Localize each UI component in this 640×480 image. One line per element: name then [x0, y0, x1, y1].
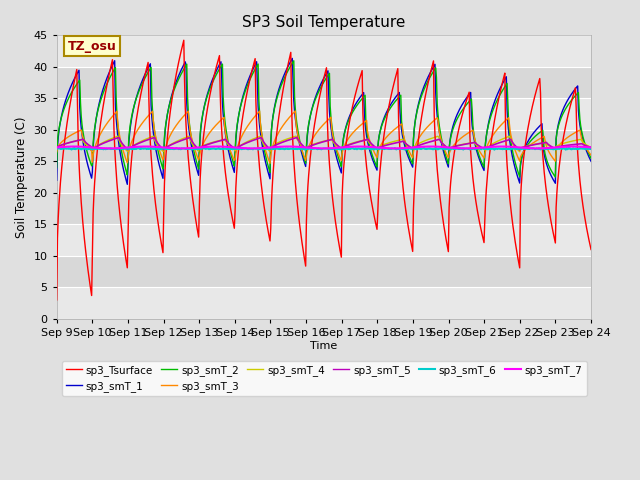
Bar: [57, 256, 591, 288]
Bar: [57, 36, 591, 67]
Title: SP3 Soil Temperature: SP3 Soil Temperature: [242, 15, 406, 30]
Bar: [57, 130, 591, 161]
Bar: [57, 193, 591, 224]
X-axis label: Time: Time: [310, 341, 337, 350]
Text: TZ_osu: TZ_osu: [67, 39, 116, 52]
Bar: [57, 67, 591, 98]
Legend: sp3_Tsurface, sp3_smT_1, sp3_smT_2, sp3_smT_3, sp3_smT_4, sp3_smT_5, sp3_smT_6, : sp3_Tsurface, sp3_smT_1, sp3_smT_2, sp3_…: [62, 361, 587, 396]
Bar: [57, 288, 591, 319]
Bar: [57, 98, 591, 130]
Bar: [57, 161, 591, 193]
Y-axis label: Soil Temperature (C): Soil Temperature (C): [15, 116, 28, 238]
Bar: [57, 224, 591, 256]
